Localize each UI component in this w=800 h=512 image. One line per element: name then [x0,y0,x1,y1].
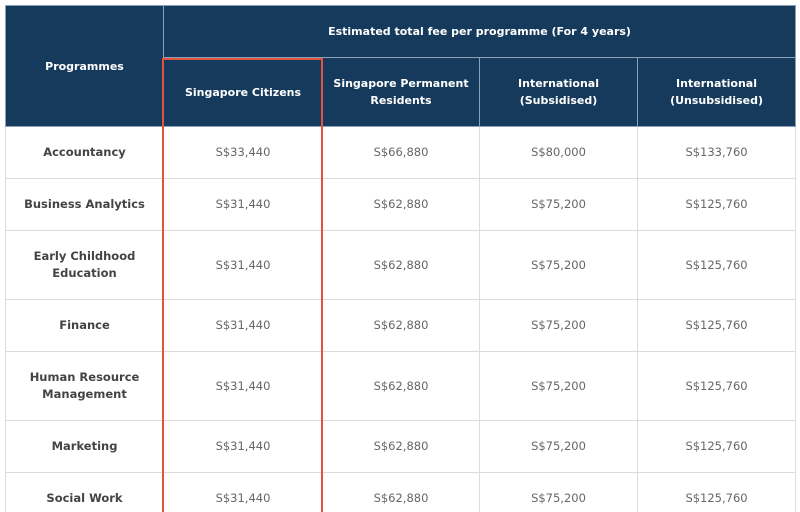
fee-cell: S$75,200 [479,299,638,352]
fee-cell: S$62,880 [322,351,480,421]
fee-cell: S$125,760 [636,178,797,231]
fee-cell: S$62,880 [322,420,480,473]
programme-name: Early Childhood Education [5,230,164,300]
table-row: Finance S$31,440 S$62,880 S$75,200 S$125,760 [5,299,797,352]
table-row: Early Childhood Education S$31,440 S$62,88… [5,230,797,300]
header-citizens: Singapore Citizens [163,57,323,127]
fee-cell: S$125,760 [636,472,797,512]
programme-name: Human Resource Management [5,351,164,421]
fee-cell: S$31,440 [163,299,323,352]
programme-name: Business Analytics [5,178,164,231]
fee-cell: S$125,760 [636,230,797,300]
fee-cell: S$31,440 [163,230,323,300]
programme-name: Finance [5,299,164,352]
header-programmes: Programmes [5,5,164,127]
header-intl-unsubsidised: International (Unsubsidised) [636,57,797,127]
fee-cell: S$75,200 [479,351,638,421]
table-row: Marketing S$31,440 S$62,880 S$75,200 S$125,7… [5,420,797,473]
fee-cell: S$31,440 [163,472,323,512]
fee-cell: S$133,760 [636,126,797,179]
fee-cell: S$66,880 [322,126,480,179]
fee-cell: S$75,200 [479,178,638,231]
programme-name: Accountancy [5,126,164,179]
fee-cell: S$125,760 [636,299,797,352]
table-row: Accountancy S$33,440 S$66,880 S$80,000 S$133… [5,126,797,179]
fee-cell: S$33,440 [163,126,323,179]
fee-cell: S$62,880 [322,299,480,352]
fee-cell: S$31,440 [163,420,323,473]
fee-cell: S$80,000 [479,126,638,179]
header-pr: Singapore Permanent Residents [322,57,480,127]
fee-cell: S$75,200 [479,230,638,300]
fee-cell: S$125,760 [636,420,797,473]
fee-cell: S$62,880 [322,472,480,512]
fee-cell: S$125,760 [636,351,797,421]
header-group: Estimated total fee per programme (For 4… [162,5,797,58]
fee-cell: S$31,440 [163,351,323,421]
table-row: Social Work S$31,440 S$62,880 S$75,200 S$125… [5,472,797,512]
programme-name: Marketing [5,420,164,473]
table-row: Human Resource Management S$31,440 S$62,88… [5,351,797,421]
programme-name: Social Work [5,472,164,512]
fee-cell: S$31,440 [163,178,323,231]
header-intl-subsidised: International (Subsidised) [479,57,638,127]
fee-cell: S$75,200 [479,420,638,473]
fee-table: Programmes Estimated total fee per progr… [5,5,797,512]
fee-cell: S$75,200 [479,472,638,512]
fee-cell: S$62,880 [322,230,480,300]
table-row: Business Analytics S$31,440 S$62,880 S$75,2… [5,178,797,231]
fee-cell: S$62,880 [322,178,480,231]
